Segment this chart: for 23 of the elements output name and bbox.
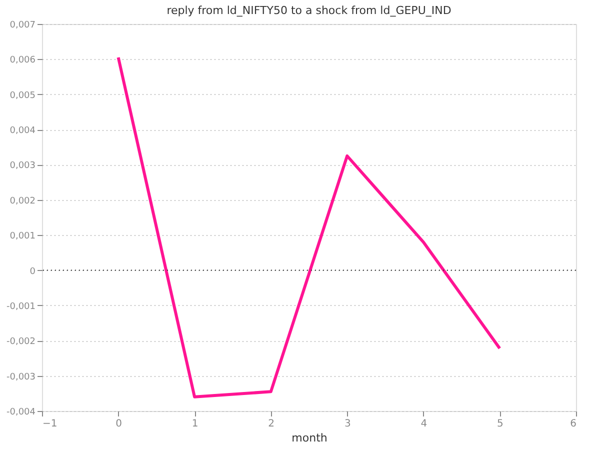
x-tick-label: 3 <box>344 418 351 430</box>
x-tick-label: 5 <box>497 418 504 430</box>
x-tick-label: 4 <box>420 418 428 430</box>
x-tick-label: −1 <box>42 418 58 430</box>
y-tick-label: -0,001 <box>6 302 36 312</box>
y-tick-label: -0,002 <box>6 337 36 348</box>
y-tick-label: 0,002 <box>10 196 36 206</box>
y-tick-label: 0 <box>30 266 36 277</box>
x-tick-label: 2 <box>268 418 275 430</box>
y-tick-label: 0,006 <box>10 56 36 66</box>
y-tick-label: 0,004 <box>10 126 36 136</box>
line-series <box>116 56 502 398</box>
y-tick-label: 0,007 <box>10 20 36 30</box>
y-tick-label: 0,005 <box>10 90 36 101</box>
y-tick-label: -0,003 <box>6 372 36 382</box>
x-tick-label: 6 <box>570 418 576 430</box>
y-tick-label: -0,004 <box>6 408 36 418</box>
x-tick-label: 1 <box>192 418 198 430</box>
y-tick-label: 0,001 <box>10 232 36 242</box>
y-tick-label: 0,003 <box>10 161 36 172</box>
x-tick-label: 0 <box>116 418 122 430</box>
x-axis-title: month <box>292 432 328 444</box>
chart-title: reply from ld_NIFTY50 to a shock from ld_GEPU_IND <box>166 4 452 17</box>
